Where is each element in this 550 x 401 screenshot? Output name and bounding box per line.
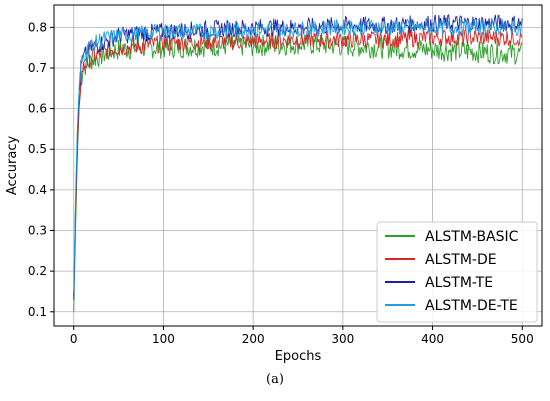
y-tick-label: 0.1 bbox=[28, 305, 47, 319]
y-tick-label: 0.3 bbox=[28, 224, 47, 238]
series-line-alstm-de bbox=[73, 27, 523, 296]
legend-label: ALSTM-BASIC bbox=[425, 229, 519, 245]
y-axis-label: Accuracy bbox=[5, 136, 20, 196]
series-line-alstm-te bbox=[73, 14, 523, 300]
legend-label: ALSTM-TE bbox=[425, 275, 493, 291]
y-tick-label: 0.4 bbox=[28, 183, 47, 197]
y-tick-label: 0.5 bbox=[28, 142, 47, 156]
x-axis-label: Epochs bbox=[275, 349, 322, 364]
legend-label: ALSTM-DE bbox=[425, 252, 497, 268]
legend-label: ALSTM-DE-TE bbox=[425, 298, 518, 314]
figure-caption: (a) bbox=[266, 372, 284, 387]
y-tick-label: 0.6 bbox=[28, 102, 47, 116]
y-tick-label: 0.8 bbox=[28, 20, 47, 34]
x-tick-label: 0 bbox=[70, 332, 78, 346]
legend-box bbox=[376, 221, 538, 323]
x-tick-label: 300 bbox=[331, 332, 354, 346]
series-lines bbox=[73, 14, 523, 312]
x-tick-label: 400 bbox=[421, 332, 444, 346]
plot-frame bbox=[53, 4, 543, 327]
legend: ALSTM-BASIC ALSTM-DE ALSTM-TE ALSTM-DE-TE bbox=[376, 221, 538, 323]
x-tick-label: 200 bbox=[242, 332, 265, 346]
y-tick-label: 0.7 bbox=[28, 61, 47, 75]
x-tick-label: 100 bbox=[152, 332, 175, 346]
series-line-alstm-de-te bbox=[73, 17, 523, 292]
axis-ticks: 0 100 200 300 400 500 0.1 0.2 0.3 0.4 0.5 0.6 0.7 0.8 bbox=[28, 20, 534, 346]
x-tick-label: 500 bbox=[511, 332, 534, 346]
y-tick-label: 0.2 bbox=[28, 264, 47, 278]
